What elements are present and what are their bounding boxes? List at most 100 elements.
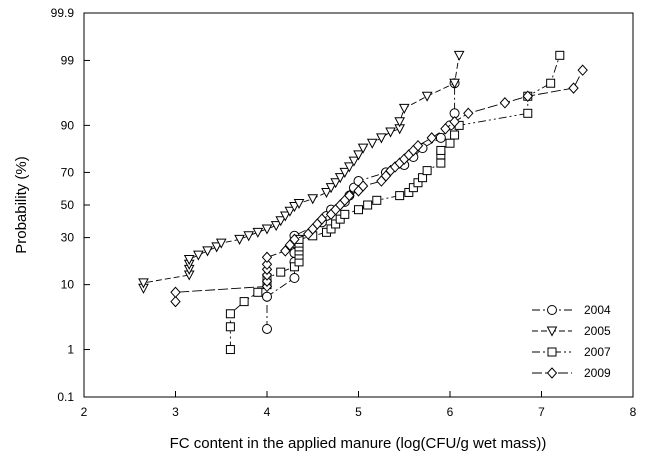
data-point bbox=[394, 117, 406, 128]
x-tick-label: 2 bbox=[81, 405, 88, 419]
legend-item: 2009 bbox=[532, 366, 611, 380]
data-point bbox=[280, 245, 291, 257]
data-point bbox=[234, 234, 245, 245]
data-point bbox=[225, 345, 235, 355]
data-point bbox=[555, 50, 565, 60]
data-point bbox=[275, 216, 287, 227]
data-point bbox=[270, 221, 282, 232]
y-tick-label: 10 bbox=[61, 278, 75, 292]
data-point bbox=[261, 251, 273, 264]
data-point bbox=[440, 123, 451, 135]
legend-label: 2005 bbox=[584, 324, 611, 338]
data-point bbox=[357, 143, 369, 154]
x-tick-label: 8 bbox=[630, 405, 637, 419]
data-point bbox=[316, 213, 328, 225]
data-point bbox=[418, 173, 428, 183]
y-tick-label: 99 bbox=[61, 53, 75, 67]
data-point bbox=[449, 115, 460, 128]
data-point bbox=[363, 200, 373, 210]
data-point bbox=[340, 209, 350, 219]
data-point bbox=[339, 167, 351, 178]
data-point bbox=[279, 211, 291, 222]
legend-marker bbox=[547, 347, 557, 357]
y-tick-label: 90 bbox=[61, 118, 75, 132]
data-point bbox=[344, 189, 355, 202]
x-axis-ticks: 2 3 4 5 6 7 8 bbox=[81, 391, 637, 419]
data-point bbox=[138, 278, 149, 289]
series-line bbox=[229, 55, 561, 350]
x-tick-label: 7 bbox=[538, 405, 545, 419]
data-point bbox=[449, 78, 460, 89]
data-point bbox=[413, 178, 423, 188]
data-point bbox=[193, 250, 204, 261]
data-point bbox=[568, 82, 579, 94]
data-point bbox=[225, 322, 235, 332]
data-point bbox=[289, 202, 300, 213]
data-point bbox=[307, 194, 319, 205]
y-tick-label: 70 bbox=[61, 165, 75, 179]
data-point bbox=[435, 132, 446, 143]
y-tick-label: 1 bbox=[67, 343, 74, 357]
legend-item: 2007 bbox=[532, 345, 611, 359]
plot-frame bbox=[83, 12, 634, 398]
data-point bbox=[436, 158, 446, 168]
data-point bbox=[261, 275, 273, 287]
data-point bbox=[436, 145, 446, 155]
series-2009 bbox=[170, 64, 588, 308]
legend-label: 2004 bbox=[584, 303, 611, 317]
data-point bbox=[252, 227, 264, 238]
legend-item: 2004 bbox=[532, 303, 611, 317]
data-point bbox=[499, 97, 511, 109]
data-point bbox=[398, 103, 410, 114]
data-point bbox=[376, 133, 387, 144]
data-point bbox=[445, 138, 455, 148]
data-point bbox=[253, 287, 263, 297]
data-point bbox=[293, 198, 305, 210]
data-point bbox=[170, 295, 181, 308]
data-point bbox=[326, 224, 336, 234]
legend-marker bbox=[546, 326, 558, 337]
data-point bbox=[523, 108, 533, 118]
y-tick-label: 30 bbox=[61, 231, 75, 245]
series-2005 bbox=[138, 50, 465, 294]
data-point bbox=[284, 206, 296, 217]
data-point bbox=[334, 173, 346, 184]
data-point bbox=[321, 187, 332, 199]
data-point bbox=[366, 138, 378, 149]
data-point bbox=[408, 183, 418, 193]
data-point bbox=[211, 242, 223, 253]
data-point bbox=[426, 132, 437, 144]
data-point bbox=[289, 262, 299, 272]
y-tick-label: 99.9 bbox=[51, 6, 75, 20]
data-point bbox=[262, 291, 272, 302]
data-point bbox=[344, 162, 355, 173]
series-line bbox=[175, 69, 584, 302]
data-point bbox=[243, 231, 255, 242]
x-tick-label: 3 bbox=[172, 405, 179, 419]
data-point bbox=[463, 107, 474, 120]
series-2007 bbox=[225, 50, 565, 355]
data-point bbox=[215, 238, 227, 249]
y-tick-label: 0.1 bbox=[57, 390, 74, 404]
data-point bbox=[183, 255, 195, 266]
data-point bbox=[412, 139, 424, 152]
series-layer bbox=[138, 50, 588, 355]
data-point bbox=[202, 246, 213, 257]
data-point bbox=[395, 191, 405, 201]
legend-item: 2005 bbox=[532, 324, 611, 338]
legend-label: 2009 bbox=[584, 366, 611, 380]
data-point bbox=[262, 323, 272, 334]
data-point bbox=[354, 205, 363, 215]
data-point bbox=[261, 258, 273, 271]
data-point bbox=[261, 224, 273, 235]
data-point bbox=[331, 219, 341, 229]
data-point bbox=[239, 297, 249, 307]
y-tick-label: 50 bbox=[61, 198, 75, 212]
legend-marker bbox=[547, 305, 557, 315]
data-point bbox=[289, 233, 300, 246]
data-point bbox=[276, 267, 286, 277]
data-point bbox=[357, 180, 369, 192]
data-point bbox=[546, 78, 556, 88]
data-point bbox=[325, 183, 337, 194]
